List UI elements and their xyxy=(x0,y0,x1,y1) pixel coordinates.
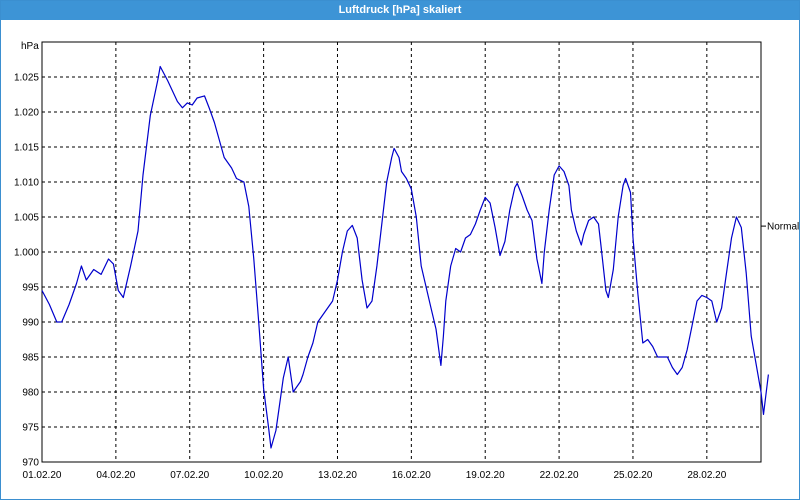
x-tick-label: 22.02.20 xyxy=(540,470,579,481)
x-tick-label: 19.02.20 xyxy=(466,470,505,481)
reference-marker: Normal xyxy=(761,222,799,233)
plot-area-frame xyxy=(41,41,762,463)
y-tick-label: 1.000 xyxy=(14,248,39,259)
x-tick-label: 01.02.20 xyxy=(23,470,62,481)
y-tick-label: 1.005 xyxy=(14,213,39,224)
y-tick-label: 1.015 xyxy=(14,143,39,154)
x-tick-label: 28.02.20 xyxy=(687,470,726,481)
y-axis-label: hPa xyxy=(21,41,39,52)
reference-label: Normal xyxy=(767,222,799,233)
y-tick-label: 995 xyxy=(22,283,39,294)
y-tick-label: 980 xyxy=(22,388,39,399)
x-axis-ticks: 01.02.20 04.02.20 07.02.20 10.02.20 13.02.20… xyxy=(23,470,727,481)
series-line xyxy=(41,65,769,449)
y-tick-label: 1.020 xyxy=(14,108,39,119)
x-tick-label: 25.02.20 xyxy=(613,470,652,481)
x-tick-label: 16.02.20 xyxy=(392,470,431,481)
x-tick-label: 10.02.20 xyxy=(244,470,283,481)
x-tick-label: 13.02.20 xyxy=(318,470,357,481)
y-tick-label: 990 xyxy=(22,318,39,329)
series-layer xyxy=(41,65,769,449)
y-tick-label: 985 xyxy=(22,353,39,364)
window-title: Luftdruck [hPa] skaliert xyxy=(1,1,799,20)
y-tick-label: 975 xyxy=(22,423,39,434)
y-tick-label: 970 xyxy=(22,458,39,469)
y-tick-label: 1.025 xyxy=(14,73,39,84)
x-tick-label: 04.02.20 xyxy=(96,470,135,481)
y-tick-label: 1.010 xyxy=(14,178,39,189)
grid xyxy=(42,42,761,463)
y-axis-ticks: 970 975 980 985 990 995 1.000 1.005 1.010 1.015 1.… xyxy=(14,73,39,469)
x-tick-label: 07.02.20 xyxy=(170,470,209,481)
